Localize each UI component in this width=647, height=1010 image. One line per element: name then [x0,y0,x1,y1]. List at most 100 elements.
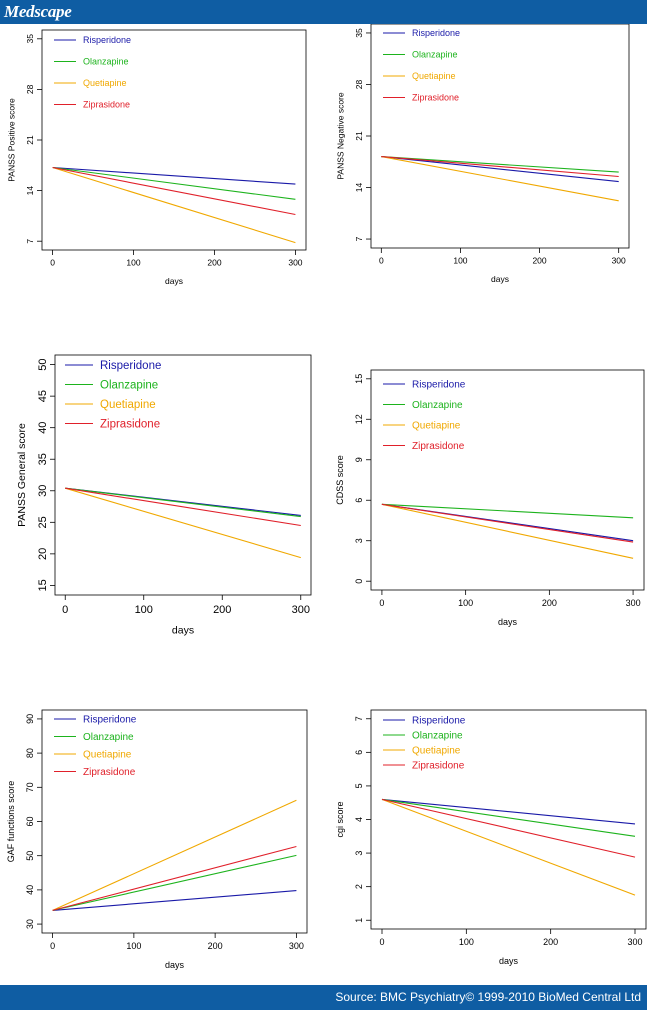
y-tick-label: 7 [25,239,35,244]
series-line-quetiapine [65,487,301,559]
x-tick-label: 300 [627,937,642,947]
legend-label-ziprasidone: Ziprasidone [412,93,459,103]
x-tick-label: 200 [207,258,221,268]
y-axis-label: CDSS score [335,455,345,505]
legend-label-olanzapine: Olanzapine [412,731,463,742]
y-tick-label: 40 [37,422,49,434]
y-tick-label: 70 [25,782,35,792]
series-line-ziprasidone [52,166,296,216]
y-tick-label: 14 [25,186,35,196]
x-tick-label: 200 [213,604,231,616]
plot-frame [370,709,647,930]
series-line-quetiapine [52,166,296,244]
y-axis-label: PANSS General score [16,423,28,527]
x-tick-label: 300 [288,258,302,268]
y-tick-label: 21 [25,135,35,145]
y-tick-label: 3 [354,538,364,543]
x-tick-label: 0 [379,598,384,608]
series-line-quetiapine [381,798,636,896]
legend-label-ziprasidone: Ziprasidone [83,767,136,778]
x-tick-label: 200 [542,598,557,608]
y-tick-label: 3 [354,851,364,856]
legend-label-risperidone: Risperidone [83,35,131,45]
y-tick-label: 35 [354,28,364,38]
x-tick-label: 200 [543,937,558,947]
legend-label-risperidone: Risperidone [83,715,137,726]
legend-label-risperidone: Risperidone [100,360,161,372]
y-tick-label: 6 [354,750,364,755]
series-line-quetiapine [52,799,297,911]
legend-label-ziprasidone: Ziprasidone [412,761,465,772]
legend-label-olanzapine: Olanzapine [83,732,134,743]
chart-panss-positive: 0 100 200 300 7 14 21 28 35 days PANSS Positive sc… [7,29,307,286]
legend-label-risperidone: Risperidone [412,380,466,391]
y-tick-label: 30 [25,919,35,929]
chart-cdss: 0 100 200 300 0 3 6 9 12 15 days CDSS score Risperid… [335,369,645,627]
legend-label-quetiapine: Quetiapine [412,746,461,757]
y-tick-label: 15 [354,374,364,384]
y-tick-label: 50 [25,851,35,861]
chart-panss-general: 0 100 200 300 15 20 25 30 35 40 45 50 days PANSS Gene… [16,354,312,637]
x-axis-label: days [499,956,519,966]
plot-frame [41,29,307,251]
source-footer-bar: Source: BMC Psychiatry© 1999-2010 BioMed… [0,985,647,1010]
chart-panss-negative: 0 100 200 300 7 14 21 28 35 days PANSS Negative sc… [336,24,630,284]
legend-label-quetiapine: Quetiapine [83,750,132,761]
y-tick-label: 21 [354,131,364,141]
legend-label-ziprasidone: Ziprasidone [83,100,130,110]
x-tick-label: 0 [50,258,55,268]
y-tick-label: 1 [354,918,364,923]
x-tick-label: 200 [532,256,546,266]
legend-label-olanzapine: Olanzapine [412,50,458,60]
y-tick-label: 2 [354,884,364,889]
y-axis-label: PANSS Negative score [336,92,346,180]
series-line-risperidone [52,166,296,185]
x-tick-label: 100 [126,941,141,951]
y-tick-label: 9 [354,457,364,462]
y-tick-label: 7 [354,716,364,721]
y-tick-label: 28 [25,84,35,94]
plot-frame [41,709,308,934]
y-tick-label: 90 [25,714,35,724]
series-line-ziprasidone [52,845,297,911]
legend-label-ziprasidone: Ziprasidone [412,441,465,452]
x-tick-label: 100 [453,256,467,266]
legend-label-risperidone: Risperidone [412,716,466,727]
series-line-quetiapine [381,503,634,559]
y-tick-label: 35 [25,34,35,44]
y-tick-label: 5 [354,783,364,788]
x-tick-label: 300 [289,941,304,951]
x-tick-label: 100 [135,604,153,616]
y-tick-label: 30 [37,485,49,497]
series-line-risperidone [381,156,619,183]
series-line-olanzapine [381,503,634,519]
x-tick-label: 0 [50,941,55,951]
y-tick-label: 80 [25,748,35,758]
y-axis-label: GAF functions score [6,781,16,863]
x-tick-label: 100 [126,258,140,268]
legend-label-quetiapine: Quetiapine [83,78,127,88]
series-line-risperidone [381,798,636,825]
plot-frame [370,24,630,249]
series-line-ziprasidone [381,503,634,543]
y-tick-label: 28 [354,79,364,89]
chart-cgi: 0 100 200 300 1 2 3 4 5 6 7 days cgi score Risperidon… [335,709,647,966]
legend-label-olanzapine: Olanzapine [83,57,129,67]
series-line-ziprasidone [381,156,619,178]
series-line-olanzapine [381,156,619,173]
legend-label-quetiapine: Quetiapine [100,399,156,411]
y-tick-label: 50 [37,358,49,370]
medscape-header-bar: Medscape [0,0,647,24]
series-line-olanzapine [52,166,296,200]
y-tick-label: 25 [37,516,49,528]
y-axis-label: PANSS Positive score [7,98,17,182]
legend-label-ziprasidone: Ziprasidone [100,419,160,431]
legend-label-quetiapine: Quetiapine [412,71,456,81]
medscape-logo: Medscape [4,2,72,21]
y-tick-label: 45 [37,390,49,402]
x-tick-label: 300 [292,604,310,616]
y-tick-label: 4 [354,817,364,822]
series-line-ziprasidone [65,487,301,527]
y-tick-label: 14 [354,183,364,193]
y-tick-label: 6 [354,498,364,503]
